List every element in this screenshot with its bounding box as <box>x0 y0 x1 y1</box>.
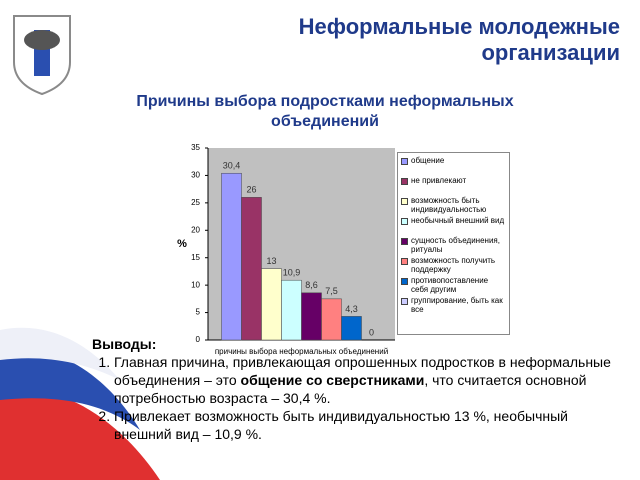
data-label: 8,6 <box>305 280 318 290</box>
y-tick-label: 25 <box>191 198 200 207</box>
y-tick-label: 10 <box>191 280 200 289</box>
legend-item: общение <box>400 156 507 176</box>
bar <box>341 316 362 341</box>
conclusion-text: Главная причина, привлекающая опрошенных… <box>114 354 611 388</box>
conclusions: Выводы: Главная причина, привлекающая оп… <box>92 335 612 443</box>
legend-label: общение <box>411 156 445 165</box>
legend-item: необычный внешний вид <box>400 216 507 236</box>
conclusion-text: Привлекает возможность быть индивидуальн… <box>114 408 568 442</box>
legend-swatch <box>401 238 408 245</box>
chart-title: Причины выбора подростками неформальных … <box>136 93 514 130</box>
legend-label: не привлекают <box>411 176 467 185</box>
bar <box>241 197 262 341</box>
legend-swatch <box>401 278 408 285</box>
conclusion-item: Главная причина, привлекающая опрошенных… <box>114 353 612 407</box>
y-axis-label: % <box>177 238 187 250</box>
flag-white <box>0 327 120 380</box>
conclusion-item: Привлекает возможность быть индивидуальн… <box>114 407 612 443</box>
legend-item: возможность получить поддержку <box>400 256 507 276</box>
legend-label: противопоставление себя другим <box>411 276 489 294</box>
data-label: 4,3 <box>345 304 358 314</box>
bar <box>301 292 322 341</box>
emblem-figure <box>24 30 60 50</box>
legend-item: не привлекают <box>400 176 507 196</box>
data-label: 30,4 <box>223 161 241 171</box>
conclusions-list: Главная причина, привлекающая опрошенных… <box>92 353 612 443</box>
flag-red <box>0 388 160 480</box>
conclusion-text: общение со сверстниками <box>240 372 425 388</box>
legend-label: возможность быть индивидуальностью <box>411 196 487 214</box>
data-label: 0 <box>369 327 374 337</box>
data-label: 7,5 <box>325 286 338 296</box>
legend-label: сущность объединения, ритуалы <box>411 236 500 254</box>
data-label: 10,9 <box>283 268 301 278</box>
conclusions-heading: Выводы: <box>92 336 157 352</box>
legend-swatch <box>401 218 408 225</box>
legend: общение не привлекают возможность быть инд… <box>397 152 510 335</box>
legend-swatch <box>401 198 408 205</box>
data-label: 13 <box>266 256 276 266</box>
legend-swatch <box>401 178 408 185</box>
y-tick-label: 15 <box>191 253 200 262</box>
slide-title: Неформальные молодежные организации <box>298 14 620 65</box>
legend-label: группирование, быть как все <box>411 296 503 314</box>
conclusion-text: , что считается основной потребностью во… <box>114 372 587 406</box>
y-tick-label: 5 <box>196 308 201 317</box>
y-tick-label: 35 <box>191 143 200 152</box>
legend-swatch <box>401 258 408 265</box>
legend-label: необычный внешний вид <box>411 216 505 225</box>
legend-swatch <box>401 158 408 165</box>
bar <box>261 268 282 341</box>
bar <box>321 298 342 341</box>
legend-item: сущность объединения, ритуалы <box>400 236 507 256</box>
legend-item: противопоставление себя другим <box>400 276 507 296</box>
x-tick-label: причины выбора неформальных объединений <box>215 347 388 356</box>
flag-blue <box>0 348 140 430</box>
bar <box>281 279 302 341</box>
legend-label: возможность получить поддержку <box>411 256 496 274</box>
y-tick-label: 0 <box>196 335 201 344</box>
bar <box>221 172 242 341</box>
y-tick-label: 30 <box>191 171 200 180</box>
data-label: 26 <box>246 185 256 195</box>
legend-item: группирование, быть как все <box>400 296 507 316</box>
legend-item: возможность быть индивидуальностью <box>400 196 507 216</box>
legend-swatch <box>401 298 408 305</box>
y-tick-label: 20 <box>191 225 200 234</box>
